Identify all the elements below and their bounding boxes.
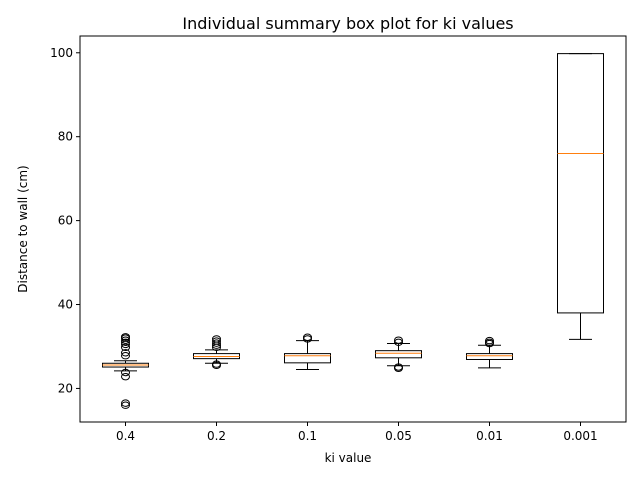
outlier-0.4-0 bbox=[121, 401, 130, 409]
outlier-0.4-9 bbox=[121, 336, 130, 344]
x-tick-label-0.01: 0.01 bbox=[476, 429, 503, 443]
x-tick-label-0.4: 0.4 bbox=[116, 429, 135, 443]
x-tick-label-0.05: 0.05 bbox=[385, 429, 412, 443]
outlier-0.2-4 bbox=[212, 339, 221, 347]
outlier-0.05-2 bbox=[394, 338, 403, 346]
y-tick-label-40: 40 bbox=[58, 298, 73, 312]
outlier-0.4-5 bbox=[121, 349, 130, 357]
outlier-0.05-1 bbox=[394, 363, 403, 371]
y-axis-label: Distance to wall (cm) bbox=[16, 165, 30, 292]
y-tick-label-20: 20 bbox=[58, 381, 73, 395]
box-0.001 bbox=[557, 53, 604, 314]
outlier-0.4-11 bbox=[121, 333, 130, 341]
plot-area: 20 40 60 80 100 0.4 0.2 0.1 0.05 0.01 0.001 bbox=[50, 35, 627, 443]
x-axis-label: ki value bbox=[325, 451, 372, 465]
outlier-0.4-8 bbox=[121, 338, 130, 346]
box-0.05 bbox=[375, 350, 422, 359]
outlier-0.4-2 bbox=[121, 372, 130, 381]
y-tick-label-100: 100 bbox=[50, 46, 73, 60]
outlier-0.1-1 bbox=[303, 333, 312, 341]
y-tick-label-80: 80 bbox=[58, 130, 73, 144]
axes-frame bbox=[79, 35, 627, 423]
outlier-0.4-6 bbox=[121, 343, 130, 352]
outlier-0.4-1 bbox=[121, 399, 130, 407]
outlier-0.01-2 bbox=[485, 336, 494, 345]
outlier-0.05-3 bbox=[394, 336, 403, 344]
outlier-0.4-3 bbox=[121, 368, 130, 377]
y-tick-label-60: 60 bbox=[58, 214, 73, 228]
outlier-0.4-4 bbox=[121, 352, 130, 360]
x-tick-label-0.2: 0.2 bbox=[207, 429, 226, 443]
box-0.1 bbox=[284, 353, 331, 364]
x-tick-label-0.1: 0.1 bbox=[298, 429, 317, 443]
outlier-0.2-6 bbox=[212, 335, 221, 343]
x-tick-label-0.001: 0.001 bbox=[563, 429, 597, 443]
box-0.01 bbox=[466, 353, 513, 360]
outlier-0.2-1 bbox=[212, 360, 221, 368]
outlier-0.2-5 bbox=[212, 337, 221, 345]
chart-title: Individual summary box plot for ki value… bbox=[182, 14, 513, 33]
